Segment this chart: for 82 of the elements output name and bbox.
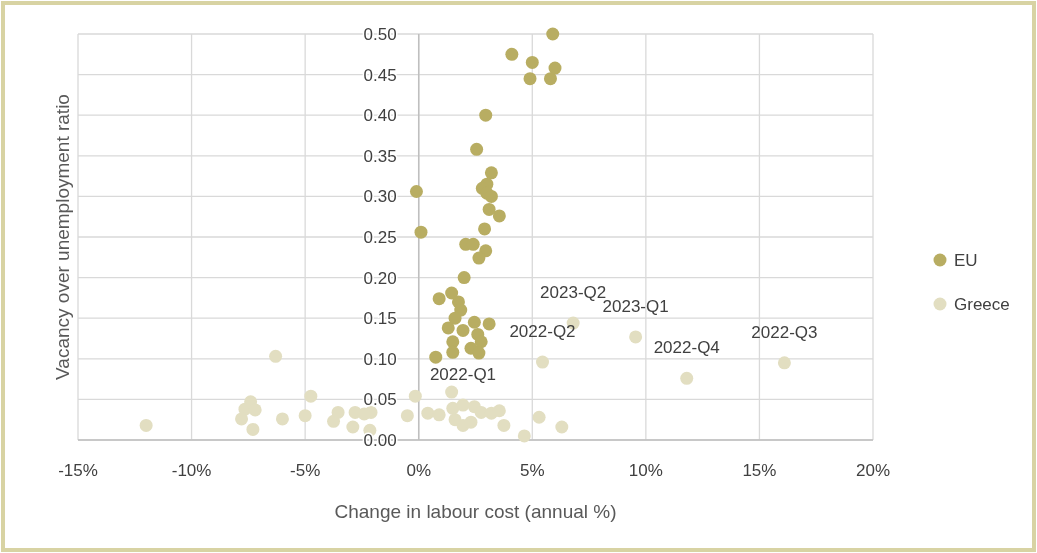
point (408, 389, 422, 403)
point (464, 415, 478, 429)
point (445, 385, 459, 399)
point (414, 225, 428, 239)
y-tick-label: 0.15 (363, 309, 397, 329)
y-axis-title: Vacancy over unemployment ratio (51, 94, 73, 380)
point (467, 315, 481, 329)
point (275, 412, 289, 426)
point (497, 418, 511, 432)
point (546, 27, 560, 41)
point (456, 323, 470, 337)
point (517, 429, 531, 443)
annotation: 2022-Q3 (751, 322, 818, 342)
point (139, 418, 153, 432)
x-tick-label: 20% (855, 460, 891, 480)
point (409, 185, 423, 199)
point (482, 202, 496, 216)
x-tick-label: -5% (290, 460, 321, 480)
x-axis-title: Change in labour cost (annual %) (334, 500, 617, 522)
y-tick-label: 0.20 (363, 268, 397, 288)
x-tick-label: 15% (742, 460, 777, 480)
point (357, 407, 371, 421)
point (555, 420, 569, 434)
point (629, 330, 643, 344)
y-tick-label: 0.40 (363, 106, 397, 126)
point (445, 286, 459, 300)
point (472, 346, 486, 360)
point (456, 398, 470, 412)
point (523, 72, 537, 86)
point (432, 408, 446, 422)
y-tick-label: 0.50 (363, 24, 397, 44)
point (492, 209, 506, 223)
point (400, 409, 414, 423)
point (548, 61, 562, 75)
point (421, 406, 435, 420)
x-tick-label: -15% (58, 460, 98, 480)
annotation: 2022-Q1 (429, 365, 497, 385)
point (432, 292, 446, 306)
point (457, 271, 471, 285)
point (532, 410, 546, 424)
x-tick-label: -10% (171, 460, 212, 480)
point (331, 405, 345, 419)
point (441, 321, 455, 335)
point (470, 142, 484, 156)
y-tick-label: 0.00 (363, 430, 397, 450)
point (479, 108, 493, 122)
legend-label: EU (954, 250, 978, 270)
point (484, 166, 498, 180)
y-tick-label: 0.10 (363, 349, 397, 369)
point (777, 356, 791, 370)
point (474, 335, 488, 349)
x-tick-label: 5% (520, 460, 545, 480)
y-tick-label: 0.45 (363, 65, 397, 85)
point (304, 389, 318, 403)
point (448, 311, 462, 325)
y-tick-label: 0.30 (363, 187, 397, 207)
point (484, 189, 498, 203)
annotation: 2022-Q4 (653, 338, 720, 358)
point (482, 317, 496, 331)
point (298, 409, 312, 423)
point (492, 404, 506, 418)
point (525, 55, 539, 69)
point (472, 251, 486, 265)
point (346, 420, 360, 434)
point (680, 371, 694, 385)
point (248, 403, 262, 417)
y-tick-label: 0.25 (363, 227, 397, 247)
y-tick-label: 0.05 (363, 390, 397, 410)
point (429, 350, 443, 364)
point (536, 355, 550, 369)
annotation: 2022-Q2 (509, 322, 576, 341)
point (269, 349, 283, 363)
point (246, 422, 260, 436)
point (235, 412, 249, 426)
point (478, 222, 492, 236)
y-tick-label: 0.35 (363, 146, 397, 166)
point (446, 345, 460, 359)
x-tick-label: 0% (406, 460, 431, 480)
legend-label: Greece (954, 294, 1010, 314)
point (543, 72, 557, 86)
point (505, 47, 519, 61)
x-tick-label: 10% (628, 460, 663, 480)
